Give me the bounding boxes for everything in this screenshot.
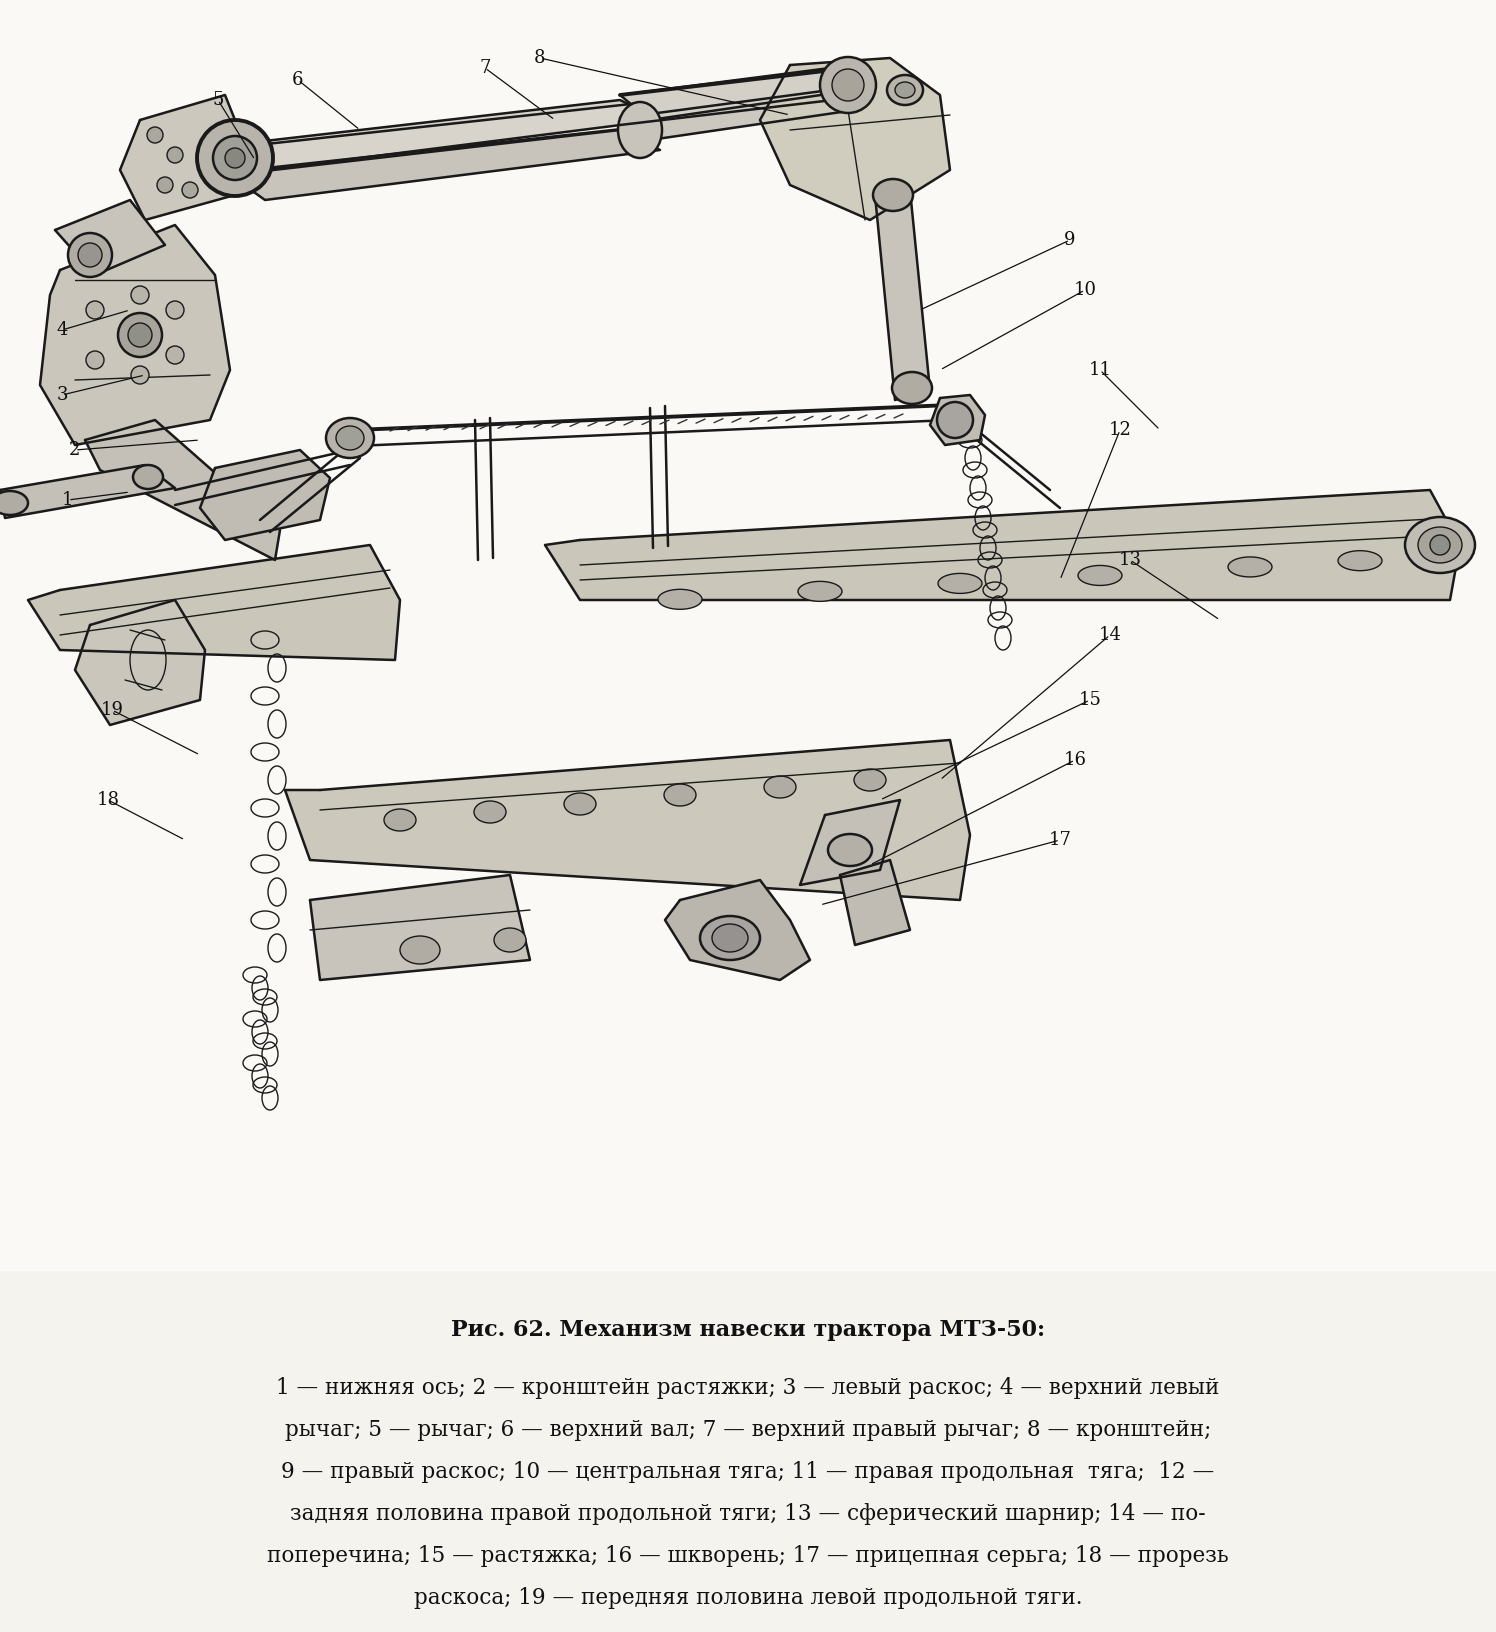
Polygon shape [931, 395, 984, 446]
Ellipse shape [820, 57, 877, 113]
Ellipse shape [166, 300, 184, 318]
Text: 11: 11 [1089, 361, 1112, 379]
Polygon shape [286, 739, 969, 899]
Ellipse shape [564, 793, 595, 814]
Polygon shape [310, 875, 530, 979]
Text: 16: 16 [1064, 751, 1086, 769]
Text: 19: 19 [100, 702, 124, 720]
Text: раскоса; 19 — передняя половина левой продольной тяги.: раскоса; 19 — передняя половина левой пр… [414, 1586, 1082, 1609]
Ellipse shape [326, 418, 374, 459]
Text: рычаг; 5 — рычаг; 6 — верхний вал; 7 — верхний правый рычаг; 8 — кронштейн;: рычаг; 5 — рычаг; 6 — верхний вал; 7 — в… [284, 1418, 1212, 1441]
Text: 12: 12 [1109, 421, 1131, 439]
Ellipse shape [132, 286, 150, 304]
Text: 10: 10 [1074, 281, 1097, 299]
Text: 14: 14 [1098, 627, 1122, 645]
Bar [0, 1284, 1496, 1632]
Ellipse shape [832, 69, 865, 101]
Text: 2: 2 [69, 441, 81, 459]
Ellipse shape [183, 183, 197, 197]
Text: 7: 7 [479, 59, 491, 77]
Ellipse shape [938, 573, 981, 594]
Ellipse shape [168, 147, 183, 163]
Ellipse shape [212, 135, 257, 180]
Ellipse shape [854, 769, 886, 792]
Ellipse shape [337, 426, 364, 450]
Ellipse shape [618, 101, 663, 158]
Ellipse shape [827, 834, 872, 867]
Text: 1 — нижняя ось; 2 — кронштейн растяжки; 3 — левый раскос; 4 — верхний левый: 1 — нижняя ось; 2 — кронштейн растяжки; … [277, 1377, 1219, 1399]
Ellipse shape [764, 775, 796, 798]
Polygon shape [200, 450, 331, 540]
Ellipse shape [133, 465, 163, 490]
Text: задняя половина правой продольной тяги; 13 — сферический шарнир; 14 — по-: задняя половина правой продольной тяги; … [290, 1503, 1206, 1524]
Ellipse shape [712, 924, 748, 951]
Polygon shape [875, 189, 931, 400]
Ellipse shape [1430, 535, 1450, 555]
Ellipse shape [936, 401, 972, 437]
Polygon shape [545, 490, 1460, 601]
Polygon shape [800, 800, 901, 885]
Polygon shape [0, 465, 175, 517]
Ellipse shape [0, 491, 28, 516]
Ellipse shape [157, 176, 174, 193]
Text: 6: 6 [292, 72, 304, 90]
Ellipse shape [166, 346, 184, 364]
Ellipse shape [664, 783, 696, 806]
Text: 4: 4 [57, 322, 67, 339]
Polygon shape [839, 860, 910, 945]
Ellipse shape [887, 75, 923, 104]
Text: поперечина; 15 — растяжка; 16 — шкворень; 17 — прицепная серьга; 18 — прорезь: поперечина; 15 — растяжка; 16 — шкворень… [268, 1546, 1228, 1567]
Text: 1: 1 [63, 491, 73, 509]
Polygon shape [619, 69, 856, 121]
Ellipse shape [1337, 550, 1382, 571]
Polygon shape [619, 90, 856, 140]
Text: 3: 3 [57, 387, 67, 405]
Text: 15: 15 [1079, 690, 1101, 708]
Ellipse shape [224, 149, 245, 168]
Text: Рис. 62. Механизм навески трактора МТЗ-50:: Рис. 62. Механизм навески трактора МТЗ-5… [450, 1319, 1046, 1342]
Ellipse shape [1405, 517, 1475, 573]
Ellipse shape [197, 121, 272, 196]
Ellipse shape [85, 300, 105, 318]
Polygon shape [230, 131, 660, 201]
Ellipse shape [67, 233, 112, 277]
Polygon shape [120, 95, 245, 220]
Text: 9: 9 [1064, 232, 1076, 250]
Text: 9 — правый раскос; 10 — центральная тяга; 11 — правая продольная  тяга;  12 —: 9 — правый раскос; 10 — центральная тяга… [281, 1461, 1215, 1483]
Ellipse shape [474, 801, 506, 823]
Ellipse shape [494, 929, 527, 951]
Text: 17: 17 [1049, 831, 1071, 849]
Polygon shape [75, 601, 205, 725]
Ellipse shape [78, 243, 102, 268]
Ellipse shape [874, 180, 913, 211]
Ellipse shape [118, 313, 162, 357]
Text: 13: 13 [1119, 552, 1141, 570]
Ellipse shape [1418, 527, 1462, 563]
Ellipse shape [384, 809, 416, 831]
Polygon shape [40, 225, 230, 446]
Ellipse shape [658, 589, 702, 609]
Ellipse shape [895, 82, 916, 98]
Polygon shape [760, 59, 950, 220]
Ellipse shape [132, 366, 150, 384]
Text: 8: 8 [534, 49, 546, 67]
Ellipse shape [797, 581, 842, 601]
Polygon shape [230, 100, 660, 170]
Text: 5: 5 [212, 91, 224, 109]
Bar [0, 0, 1496, 1270]
Ellipse shape [399, 937, 440, 965]
Ellipse shape [1228, 557, 1272, 578]
Polygon shape [666, 880, 809, 979]
Polygon shape [28, 545, 399, 659]
Ellipse shape [892, 372, 932, 405]
Ellipse shape [1079, 565, 1122, 586]
Polygon shape [85, 419, 280, 560]
Ellipse shape [85, 351, 105, 369]
Ellipse shape [147, 127, 163, 144]
Ellipse shape [209, 132, 250, 188]
Ellipse shape [129, 323, 153, 348]
Polygon shape [55, 201, 165, 276]
Ellipse shape [700, 916, 760, 960]
Text: 18: 18 [97, 792, 120, 809]
